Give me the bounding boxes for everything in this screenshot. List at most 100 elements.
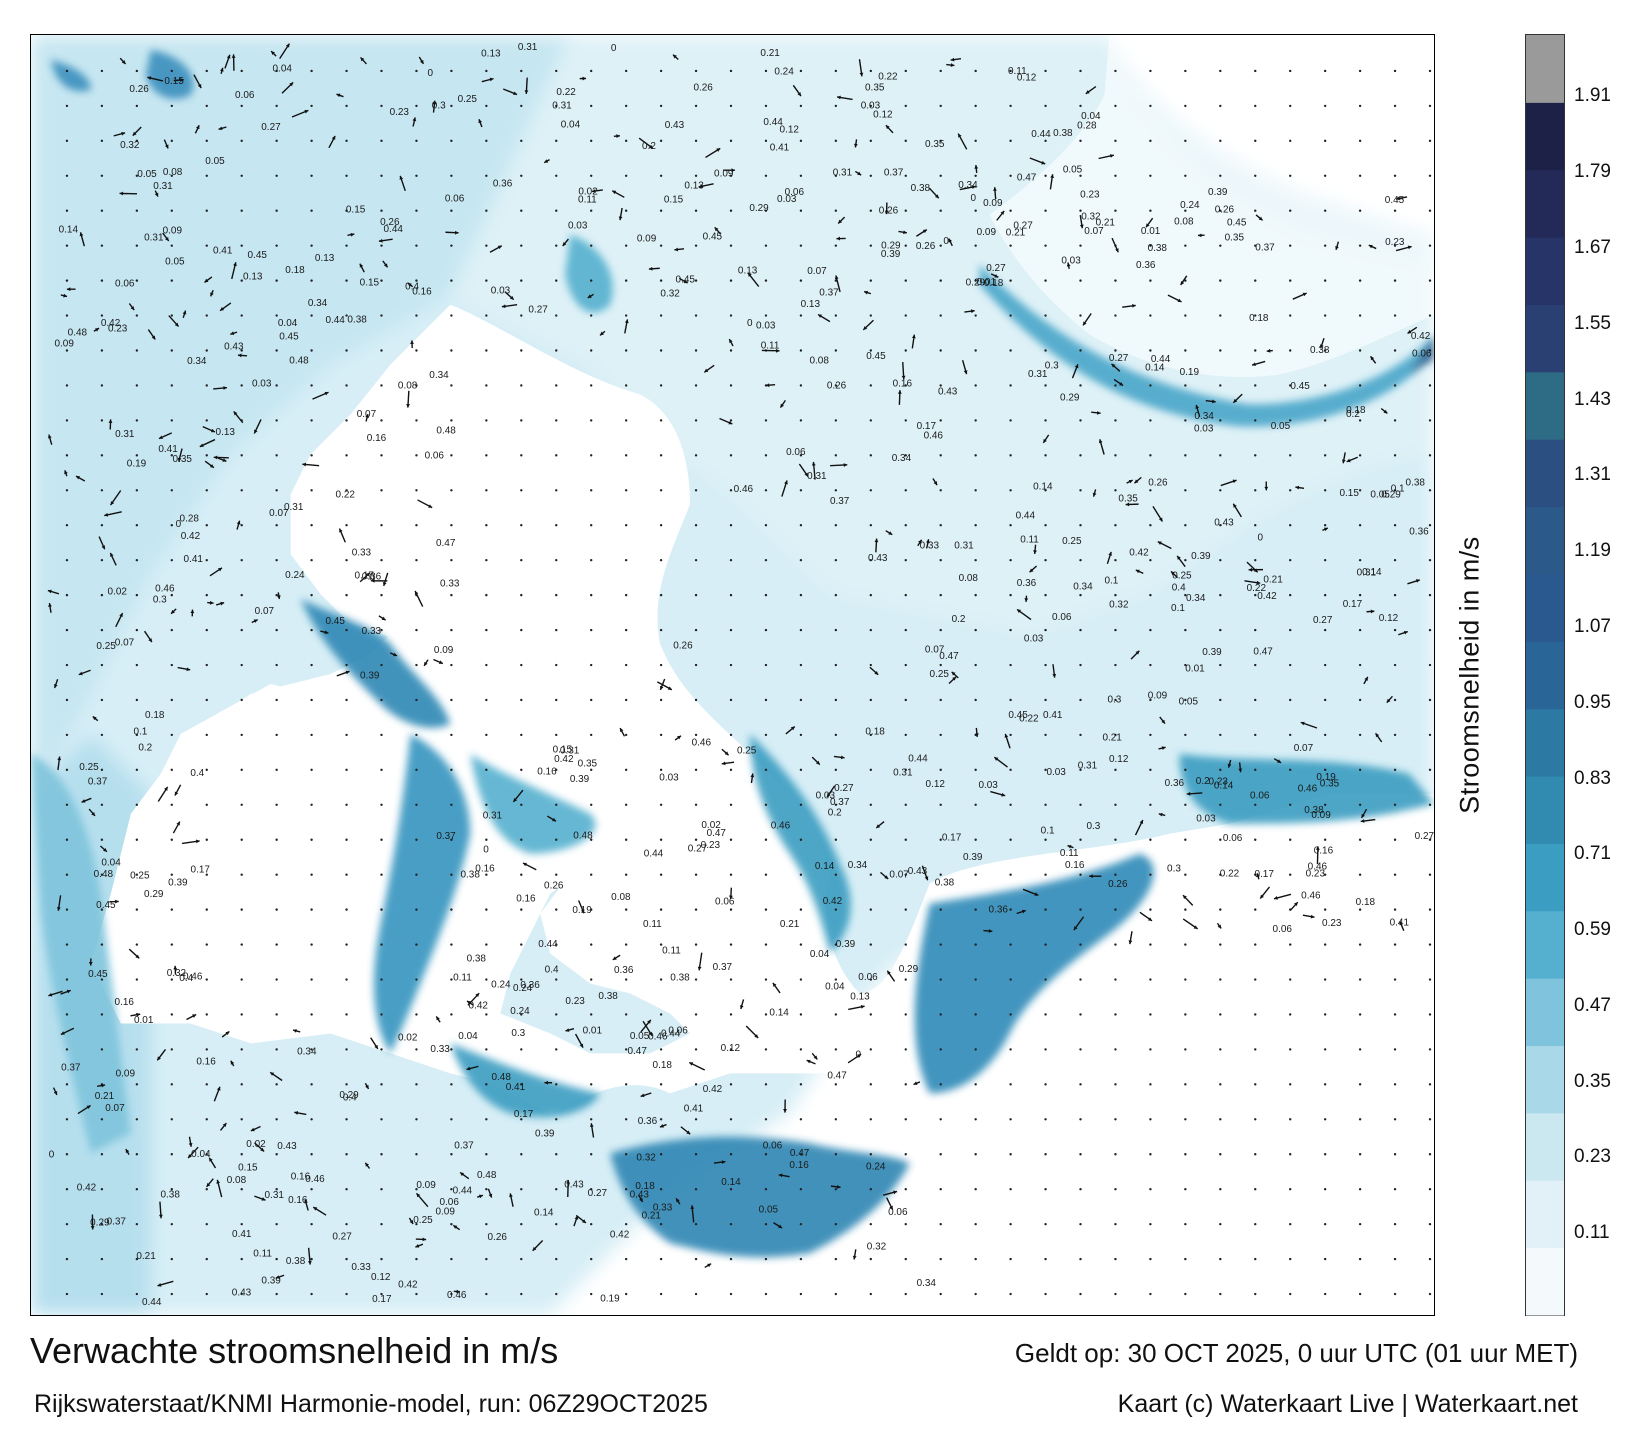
speed-label: 0.34: [429, 370, 449, 381]
grid-dot: [1289, 489, 1292, 492]
grid-dot: [904, 1083, 907, 1086]
current-arrow-head: [409, 1220, 414, 1225]
grid-dot: [1428, 628, 1432, 632]
grid-dot: [415, 1222, 418, 1226]
current-arrow-head: [174, 322, 179, 327]
grid-dot: [1114, 663, 1117, 667]
grid-dot: [310, 1013, 313, 1016]
grid-dot: [799, 663, 803, 667]
legend-tick-label: 1.19: [1574, 540, 1611, 562]
grid-dot: [834, 349, 838, 352]
grid-dot: [1114, 803, 1117, 806]
current-arrow-head: [110, 552, 114, 557]
grid-dot: [1393, 838, 1397, 841]
grid-dot: [240, 908, 243, 911]
grid-dot: [1428, 1013, 1432, 1016]
current-arrow-head: [216, 1179, 221, 1184]
grid-dot: [869, 1292, 873, 1296]
current-speed-map: 0.03 0.03 0.23 0.04 0.4 0.19 0.09 0.09 0.01 0.31 0…: [30, 34, 1435, 1316]
grid-dot: [65, 209, 69, 212]
grid-dot: [1079, 104, 1082, 108]
speed-label: 0.35: [1320, 779, 1340, 790]
current-arrow-head: [1217, 924, 1222, 929]
grid-dot: [555, 279, 558, 282]
grid-dot: [1044, 873, 1047, 876]
grid-dot: [1009, 139, 1012, 143]
grid-dot: [485, 803, 488, 806]
grid-dot: [1009, 943, 1012, 946]
current-arrow-head: [188, 1143, 193, 1147]
current-arrow-head: [863, 326, 868, 330]
current-arrow-head: [497, 245, 502, 250]
grid-dot: [275, 384, 278, 387]
grid-dot: [205, 1153, 208, 1156]
speed-label: 0.44: [325, 315, 345, 326]
speed-label: 0.45: [676, 274, 696, 285]
grid-dot: [450, 1222, 453, 1226]
current-arrow-head: [285, 43, 290, 48]
grid-dot: [1428, 104, 1432, 108]
grid-dot: [624, 1187, 628, 1191]
grid-dot: [904, 733, 907, 737]
grid-dot: [1323, 139, 1327, 143]
current-arrow-head: [903, 230, 907, 235]
grid-dot: [1289, 558, 1292, 562]
grid-dot: [310, 1257, 313, 1261]
grid-dot: [170, 628, 173, 632]
grid-dot: [1079, 349, 1082, 352]
colorbar-band: [1526, 1045, 1564, 1114]
grid-dot: [205, 349, 208, 352]
speed-label: 0.39: [1191, 551, 1211, 562]
grid-dot: [135, 628, 139, 632]
current-arrow-head: [371, 578, 375, 583]
grid-dot: [450, 419, 453, 422]
grid-dot: [659, 209, 663, 212]
grid-dot: [904, 803, 907, 806]
grid-dot: [729, 349, 733, 352]
speed-label: 0.47: [627, 1046, 647, 1057]
grid-dot: [764, 139, 768, 143]
grid-dot: [1358, 1118, 1362, 1121]
grid-dot: [974, 139, 977, 143]
current-arrow-head: [888, 531, 893, 535]
grid-dot: [1289, 454, 1292, 457]
grid-dot: [1184, 1118, 1187, 1121]
speed-label: 0.42: [1411, 331, 1431, 342]
grid-dot: [1289, 244, 1292, 247]
current-arrow-head: [1161, 719, 1166, 724]
grid-dot: [485, 489, 488, 492]
current-arrow-head: [206, 1182, 211, 1187]
current-arrow-head: [840, 755, 845, 760]
speed-label: 0.3: [1045, 360, 1059, 371]
grid-dot: [65, 104, 69, 108]
speed-label: 0.03: [252, 378, 272, 389]
current-arrow-head: [1346, 458, 1351, 463]
grid-dot: [659, 1118, 663, 1121]
grid-dot: [659, 454, 663, 457]
current-arrow-head: [1041, 160, 1046, 165]
speed-label: 0.03: [978, 780, 998, 791]
current-arrow-head: [659, 685, 664, 690]
grid-dot: [799, 314, 803, 317]
current-arrow-head: [1024, 598, 1029, 602]
speed-label: 0.25: [1172, 570, 1192, 581]
grid-dot: [590, 663, 593, 667]
grid-dot: [1044, 524, 1047, 527]
grid-dot: [205, 104, 208, 108]
speed-label: 0.37: [454, 1141, 474, 1152]
speed-label: 0.4: [1172, 583, 1186, 594]
speed-label: 0.41: [684, 1104, 704, 1115]
current-arrow-head: [209, 1157, 213, 1162]
grid-dot: [764, 558, 768, 562]
grid-dot: [520, 384, 523, 387]
speed-label: 0.11: [1060, 848, 1079, 859]
grid-dot: [520, 593, 523, 597]
grid-dot: [799, 558, 803, 562]
speed-label: 0.06: [445, 193, 465, 204]
current-arrow-head: [565, 1028, 570, 1032]
grid-dot: [380, 1153, 383, 1156]
grid-dot: [1393, 349, 1397, 352]
grid-dot: [1289, 419, 1292, 422]
grid-dot: [694, 1153, 698, 1156]
speed-label: 0.24: [285, 570, 305, 581]
